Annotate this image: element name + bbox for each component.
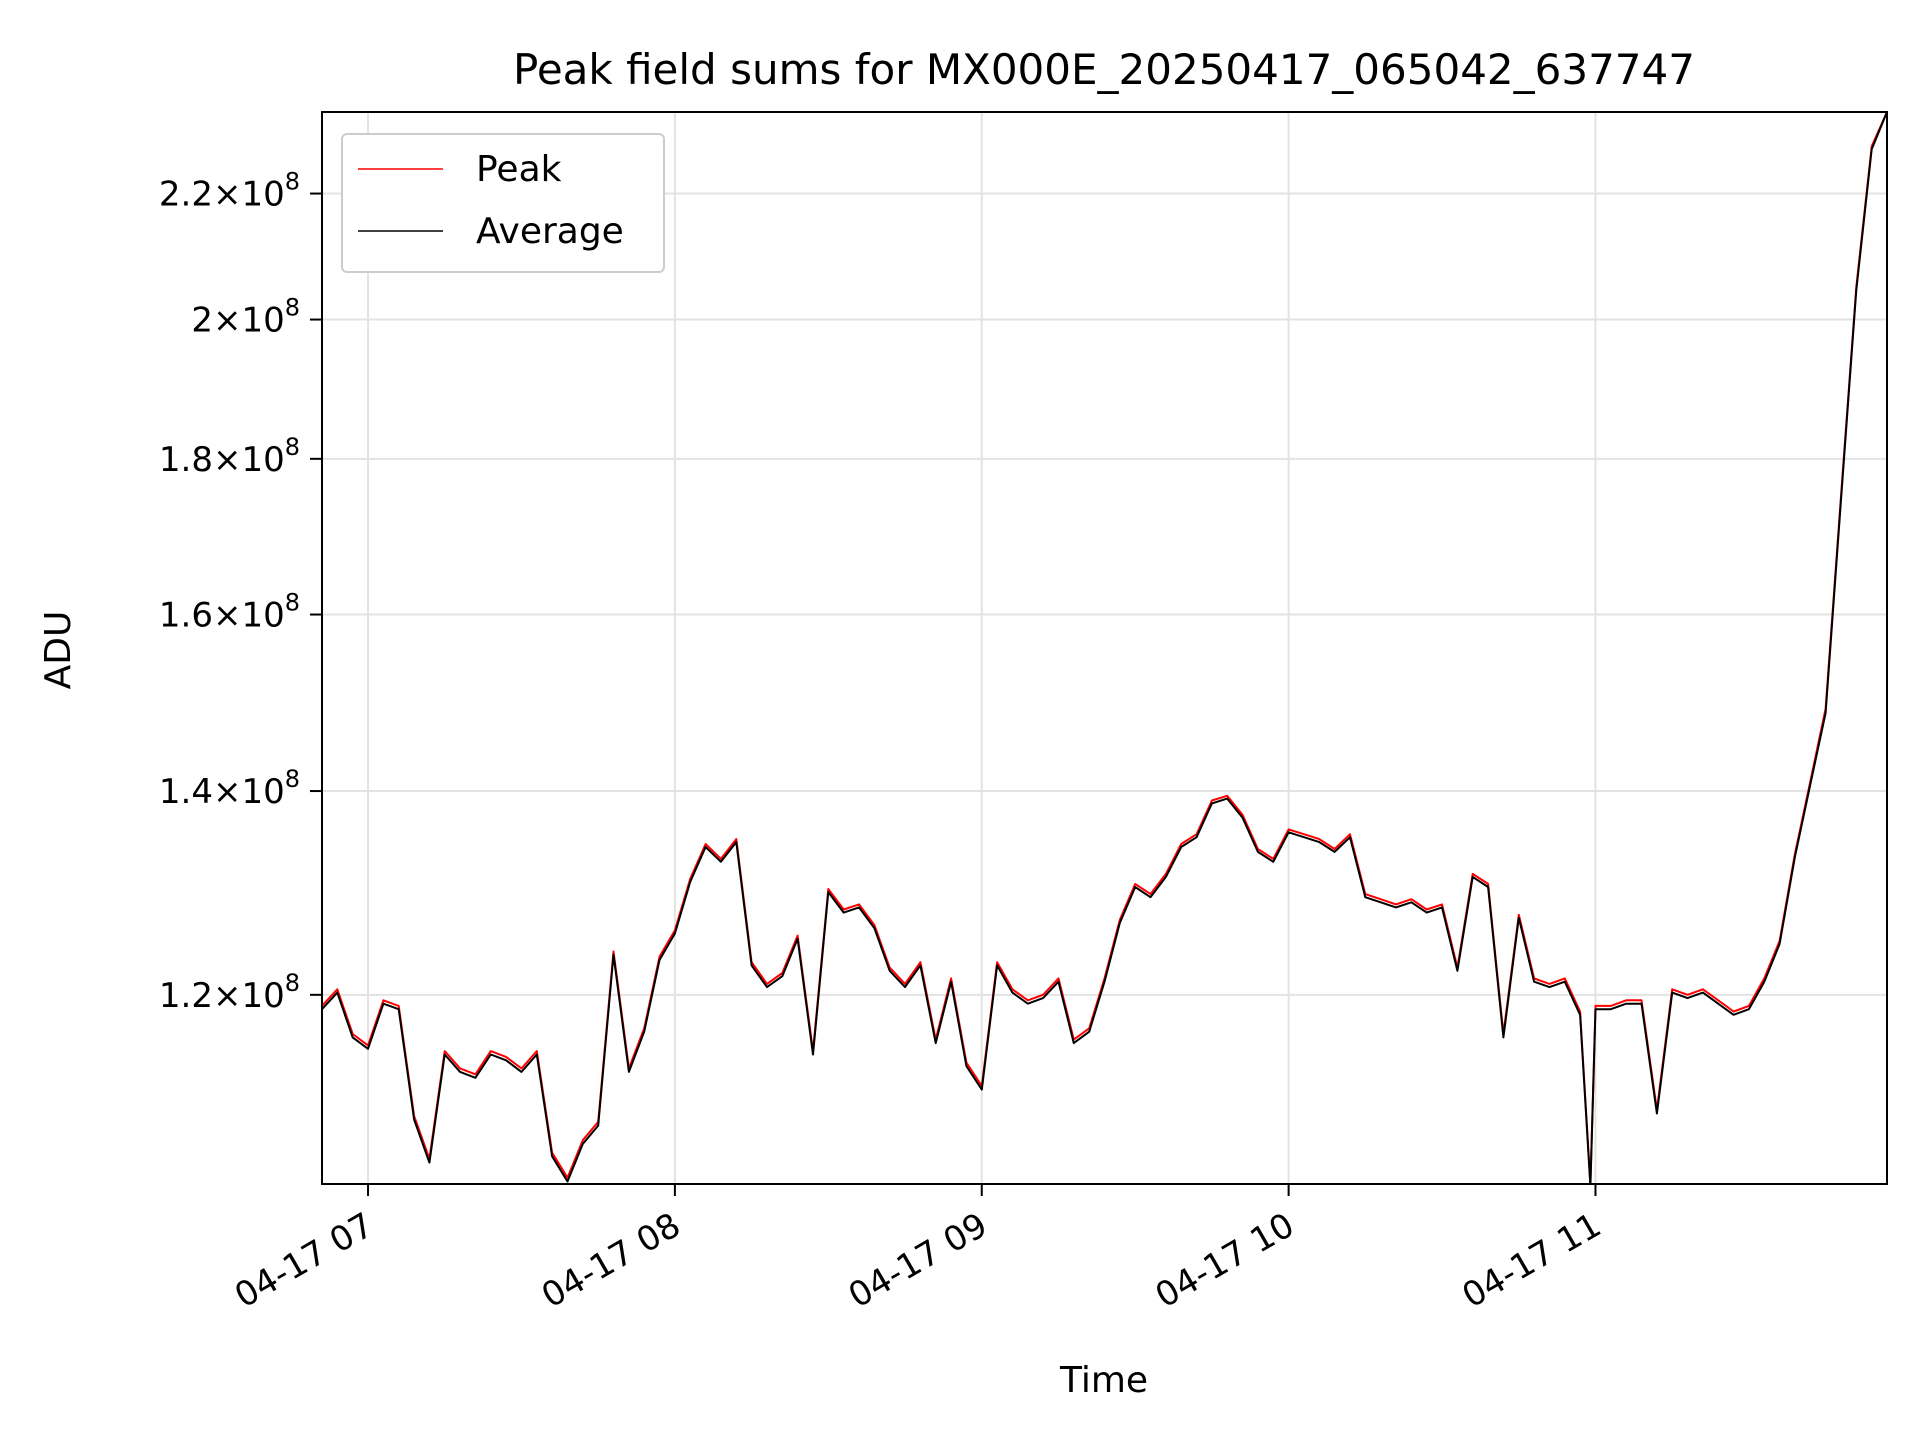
y-tick-exponent: 8: [285, 433, 300, 461]
y-tick-label: 1.6×108: [159, 589, 300, 636]
y-tick-exponent: 8: [285, 969, 300, 997]
x-tick-label: 04-17 08: [535, 1205, 687, 1316]
y-tick-mantissa: 1.6: [159, 596, 213, 636]
y-tick-exponent: 8: [285, 589, 300, 617]
y-axis-label: ADU: [38, 611, 79, 690]
x-tick-label: 04-17 10: [1149, 1205, 1301, 1316]
y-tick-label: 2.2×108: [159, 168, 300, 215]
y-tick-mantissa: 1.2: [159, 976, 213, 1016]
y-tick-exponent: 8: [285, 294, 300, 322]
x-axis-label: Time: [1059, 1360, 1148, 1401]
y-tick-label: 1.4×108: [159, 765, 300, 812]
y-tick-times: ×10: [213, 301, 285, 341]
x-tick-label: 04-17 09: [842, 1205, 994, 1316]
y-tick-mantissa: 1.8: [159, 440, 213, 480]
legend-label-peak: Peak: [476, 149, 562, 190]
x-axis: 04-17 07 04-17 08 04-17 09 04-17 10 04-17 11: [228, 1184, 1608, 1316]
y-tick-mantissa: 2: [191, 301, 213, 341]
y-tick-times: ×10: [213, 440, 285, 480]
y-tick-times: ×10: [213, 976, 285, 1016]
y-tick-label: 1.2×108: [159, 969, 300, 1016]
y-tick-label: 2×108: [191, 294, 300, 341]
x-tick-label: 04-17 11: [1456, 1205, 1608, 1316]
y-tick-times: ×10: [213, 596, 285, 636]
y-tick-times: ×10: [213, 175, 285, 215]
y-tick-exponent: 8: [285, 765, 300, 793]
y-tick-mantissa: 2.2: [159, 175, 213, 215]
y-tick-label: 1.8×108: [159, 433, 300, 480]
series-line-average: [322, 112, 1887, 1184]
chart-title: Peak field sums for MX000E_20250417_0650…: [513, 45, 1695, 94]
y-tick-times: ×10: [213, 772, 285, 812]
legend: Peak Average: [341, 133, 665, 273]
plot-frame: [321, 111, 1888, 1185]
y-tick-exponent: 8: [285, 168, 300, 196]
series-layer: [322, 112, 1887, 1184]
legend-label-average: Average: [476, 211, 624, 252]
y-tick-mantissa: 1.4: [159, 772, 213, 812]
x-tick-label: 04-17 07: [228, 1205, 380, 1316]
